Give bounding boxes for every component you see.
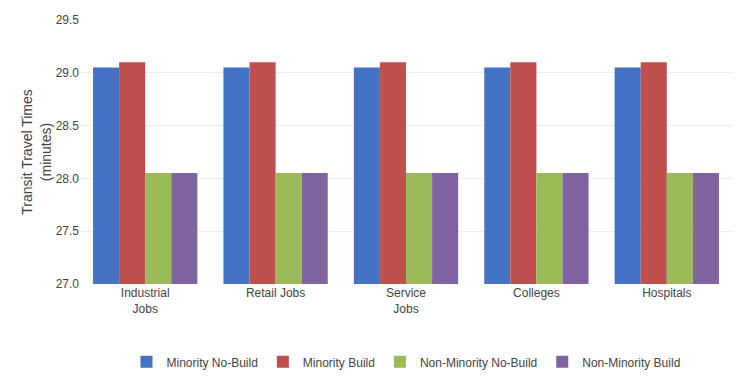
svg-text:Non-Minority Build: Non-Minority Build <box>582 356 680 370</box>
svg-text:Retail Jobs: Retail Jobs <box>246 286 305 300</box>
svg-text:ServiceJobs: ServiceJobs <box>386 286 426 316</box>
svg-text:Transit Travel Times(minutes): Transit Travel Times(minutes) <box>19 89 53 215</box>
svg-text:28.0: 28.0 <box>56 172 80 186</box>
svg-text:28.5: 28.5 <box>56 119 80 133</box>
svg-text:Non-Minority No-Build: Non-Minority No-Build <box>420 356 537 370</box>
svg-text:Minority Build: Minority Build <box>303 356 375 370</box>
svg-text:Minority No-Build: Minority No-Build <box>167 356 258 370</box>
svg-text:29.5: 29.5 <box>56 13 80 27</box>
svg-text:Hospitals: Hospitals <box>642 286 691 300</box>
svg-text:Colleges: Colleges <box>513 286 560 300</box>
svg-text:27.0: 27.0 <box>56 277 80 291</box>
svg-text:27.5: 27.5 <box>56 224 80 238</box>
svg-text:IndustrialJobs: IndustrialJobs <box>121 286 170 316</box>
svg-text:29.0: 29.0 <box>56 66 80 80</box>
